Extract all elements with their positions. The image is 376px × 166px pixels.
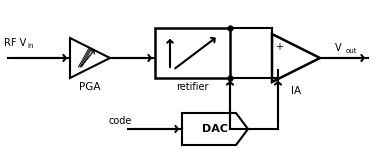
Text: IA: IA	[291, 86, 301, 96]
Text: DAC: DAC	[202, 124, 228, 134]
Text: RF V: RF V	[4, 38, 26, 48]
Text: in: in	[27, 43, 33, 49]
Bar	[155, 28, 230, 78]
Text: out: out	[346, 48, 358, 54]
Text: V: V	[335, 43, 342, 53]
Text: retifier: retifier	[176, 82, 209, 92]
Text: code: code	[108, 116, 131, 126]
Text: PGA: PGA	[79, 82, 101, 92]
Text: +: +	[275, 42, 283, 52]
